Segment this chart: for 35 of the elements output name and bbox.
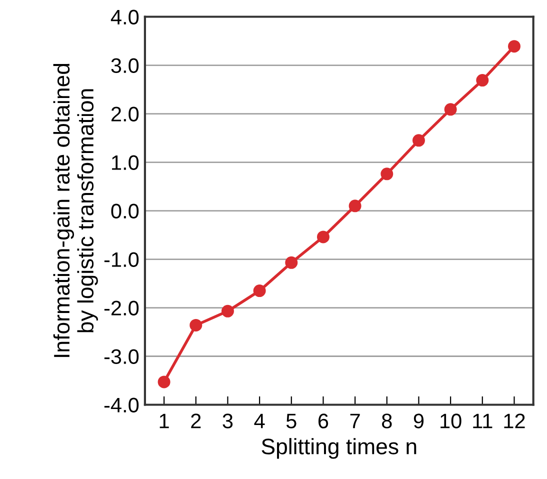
y-tick-label: 3.0 [111, 58, 139, 74]
x-tick-label: 5 [286, 414, 296, 428]
x-tick-label: 9 [414, 414, 424, 428]
point [285, 256, 298, 269]
point [508, 40, 520, 53]
x-tick-label: 4 [254, 414, 265, 428]
y-tick-label: 4.0 [110, 10, 139, 25]
y-tick-label: 2.0 [111, 106, 139, 122]
point [158, 376, 170, 388]
x-tick-label: 1 [160, 414, 169, 428]
y-tick-label: -2.0 [104, 300, 139, 316]
point [253, 284, 266, 298]
y-tick-label: -1.0 [104, 252, 139, 268]
y-tick-label: -3.0 [104, 349, 139, 364]
point [476, 74, 489, 87]
point [444, 103, 457, 116]
point [412, 134, 425, 147]
x-tick-label: 6 [318, 414, 328, 428]
point [380, 168, 394, 180]
point [221, 304, 234, 318]
x-tick-label: 11 [473, 414, 492, 428]
x-tick-label: 8 [382, 414, 392, 428]
x-tick-label: 7 [350, 414, 360, 428]
x-tick-label: 2 [191, 414, 201, 428]
x-tick-label: 10 [440, 414, 462, 428]
y-tick-label: -4.0 [104, 398, 139, 413]
point [316, 230, 330, 244]
x-tick-label: 12 [504, 414, 525, 428]
x-axis-title: Splitting times n [262, 438, 416, 459]
y-tick-label: 0.0 [111, 204, 139, 219]
x-tick-label: 3 [222, 414, 233, 428]
y-axis-title: Information-gain rate obtained by logistic transformation [53, 64, 98, 357]
point [348, 200, 362, 212]
point [190, 318, 202, 332]
y-tick-label: 1.0 [112, 155, 139, 170]
